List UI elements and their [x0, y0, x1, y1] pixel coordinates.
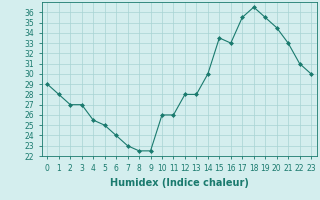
X-axis label: Humidex (Indice chaleur): Humidex (Indice chaleur) — [110, 178, 249, 188]
